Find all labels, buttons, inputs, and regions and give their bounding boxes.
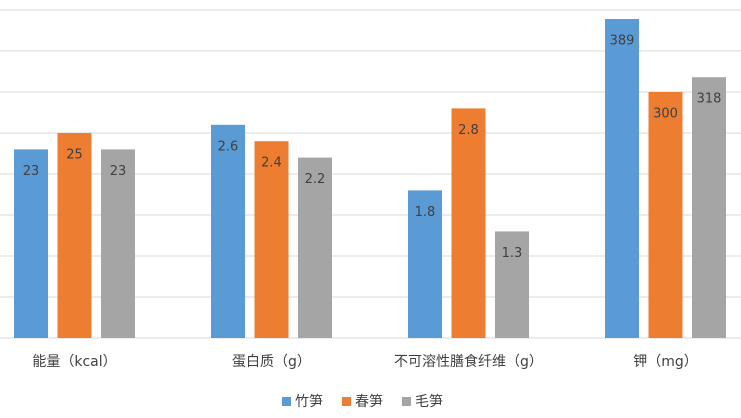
value-label: 23: [110, 164, 127, 179]
bar: [254, 141, 289, 338]
bar: [648, 92, 683, 338]
value-label: 300: [653, 107, 678, 122]
value-label: 389: [610, 34, 635, 49]
value-label: 1.3: [502, 246, 523, 261]
x-tick-label: 钾（mg）: [633, 354, 698, 370]
bar: [211, 124, 245, 338]
x-tick-label: 能量（kcal）: [32, 354, 116, 370]
value-label: 25: [66, 148, 83, 163]
x-tick-label: 不可溶性膳食纤维（g）: [394, 353, 543, 370]
legend-swatch: [282, 397, 291, 406]
value-label: 2.2: [305, 172, 326, 187]
value-label: 1.8: [415, 205, 436, 220]
bar: [451, 108, 486, 339]
bar: [692, 77, 726, 339]
bar: [605, 19, 639, 339]
value-label: 318: [697, 92, 722, 107]
value-label: 2.4: [261, 156, 282, 171]
bar: [14, 149, 48, 338]
legend-label: 竹笋: [295, 393, 323, 410]
bar: [101, 149, 135, 338]
bar: [408, 190, 442, 338]
x-tick-label: 蛋白质（g）: [232, 354, 311, 370]
value-label: 2.8: [458, 123, 479, 138]
legend-label: 春笋: [355, 393, 383, 410]
bar: [298, 157, 332, 338]
legend-swatch: [342, 397, 351, 406]
bar: [495, 231, 529, 338]
legend-swatch: [402, 397, 411, 406]
legend-label: 毛笋: [415, 393, 443, 410]
value-label: 23: [23, 164, 40, 179]
bar: [57, 133, 92, 338]
value-label: 2.6: [218, 139, 239, 154]
